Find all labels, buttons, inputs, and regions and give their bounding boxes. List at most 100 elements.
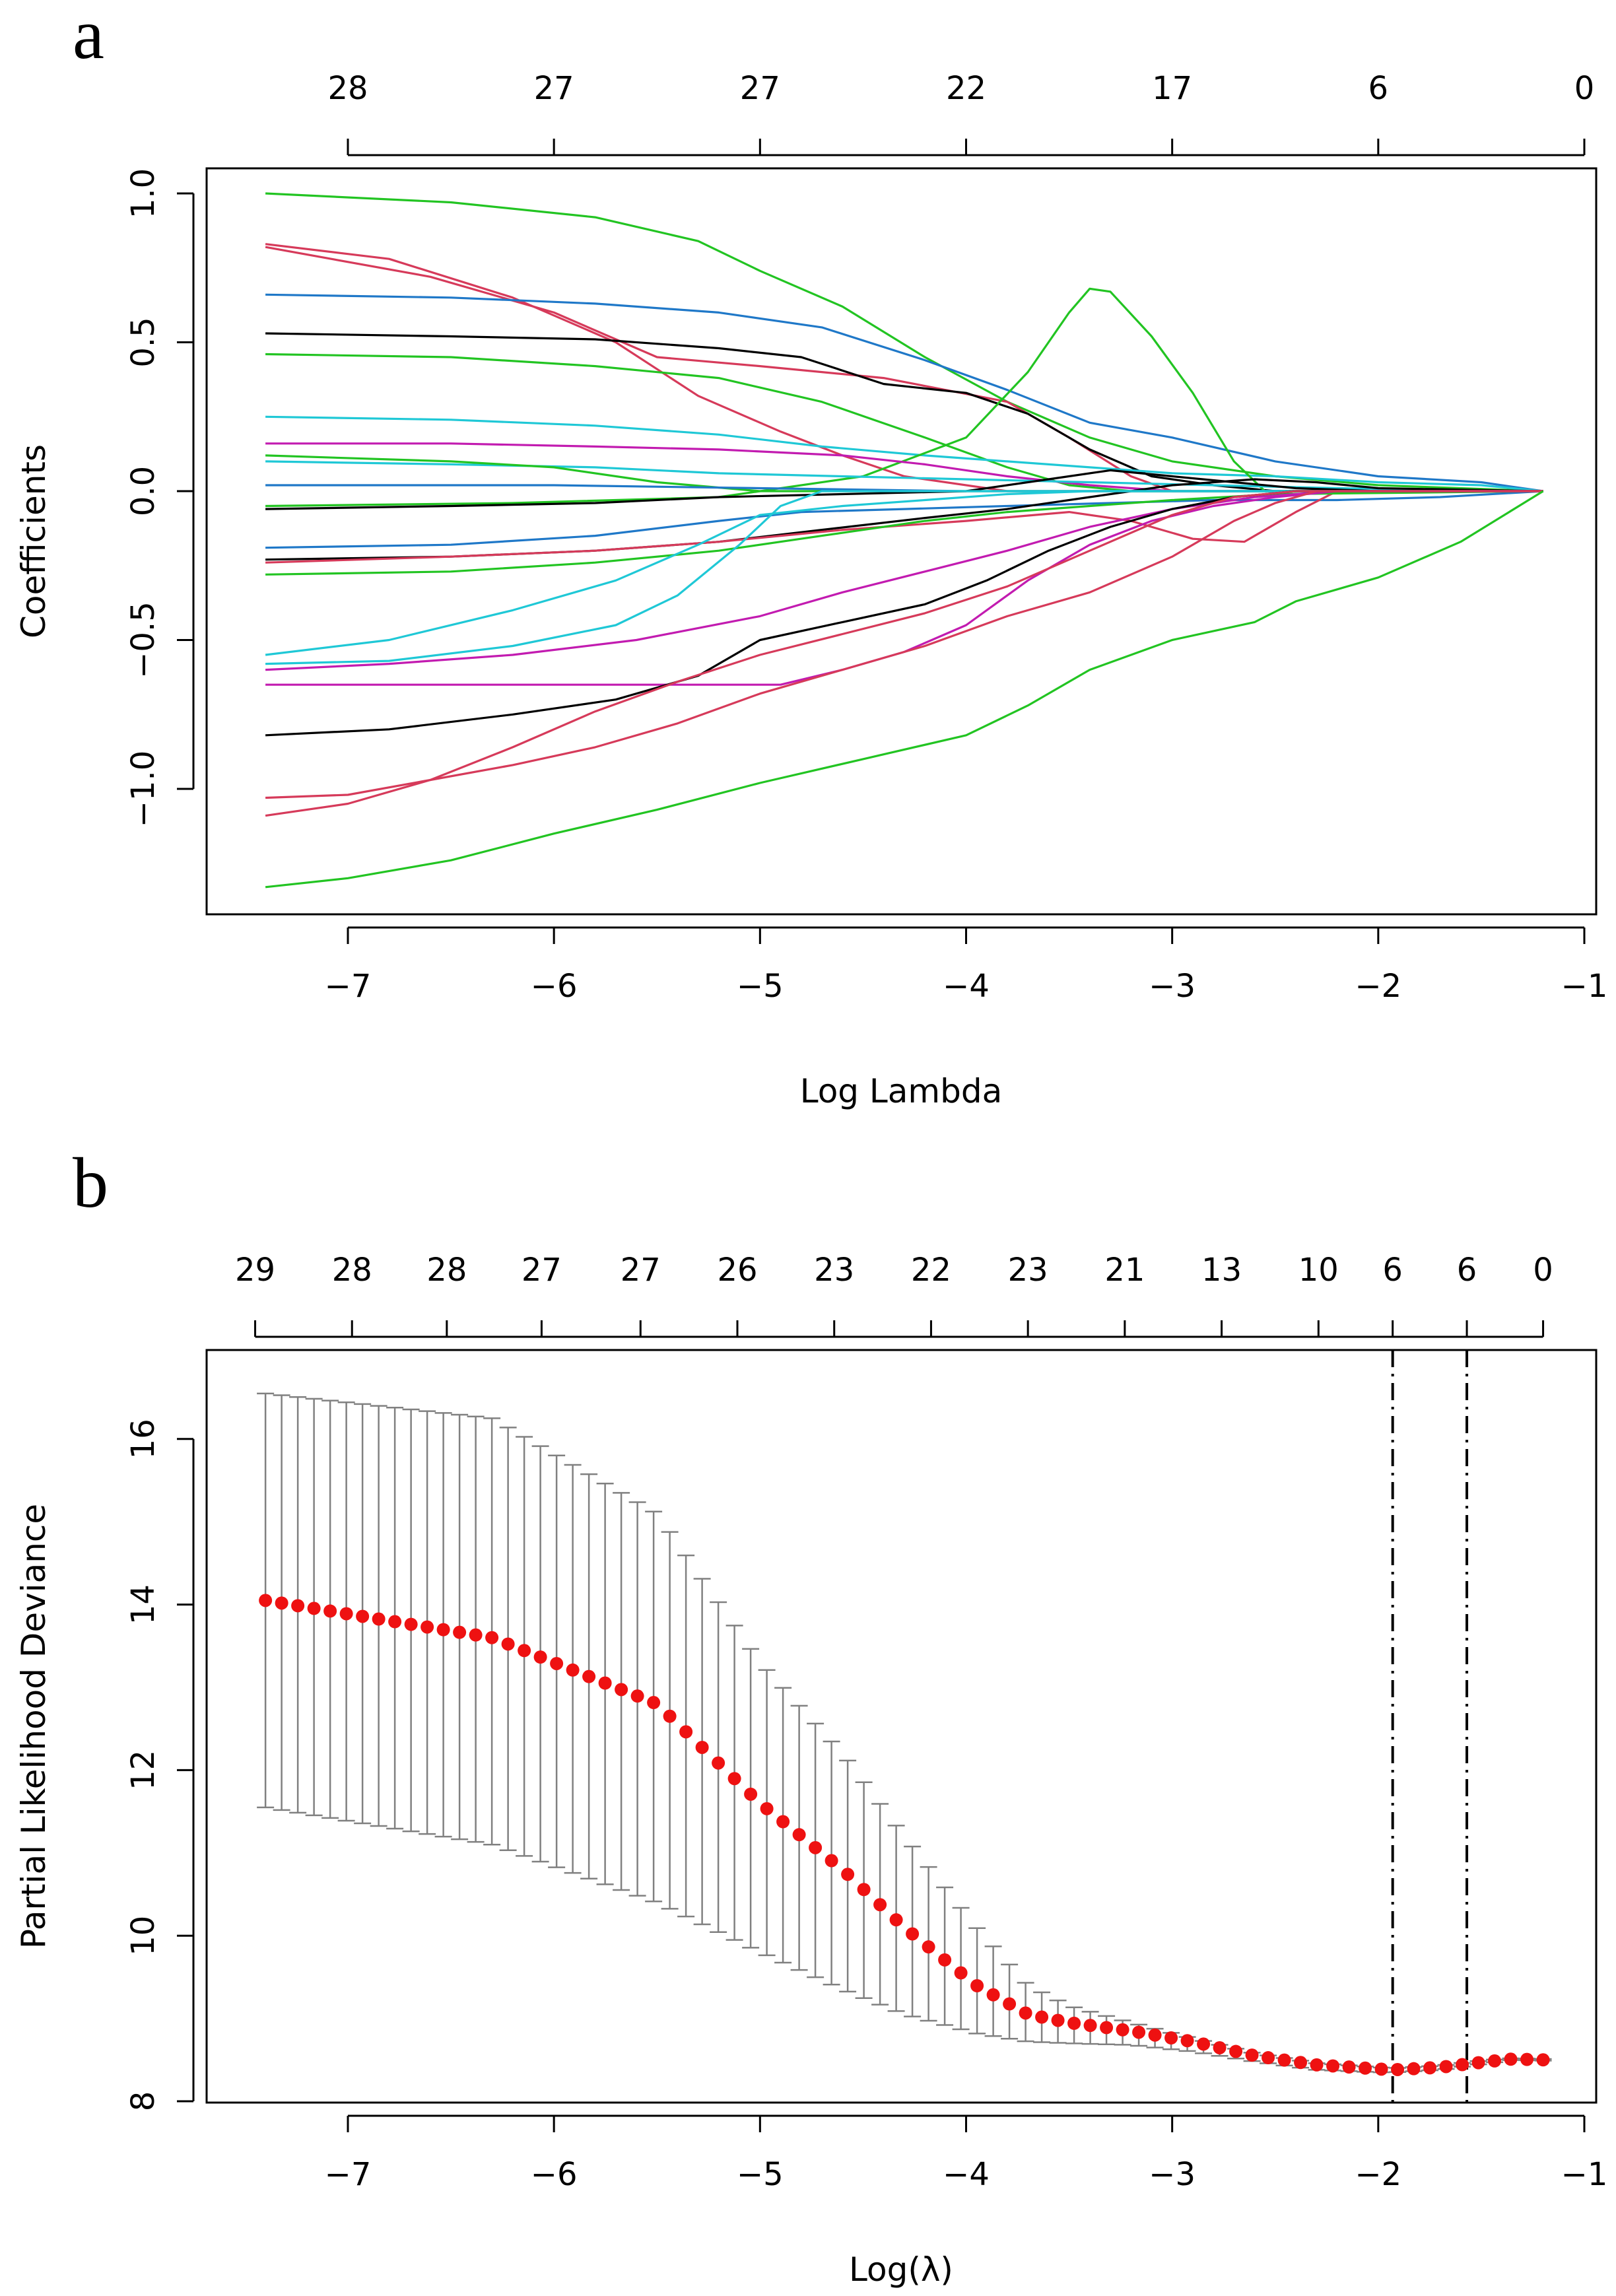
cv-point	[582, 1670, 596, 1683]
panel-a-x-tick-label: −2	[1355, 968, 1401, 1005]
panel-b-x-tick-label: −6	[531, 2156, 578, 2193]
cv-point	[436, 1623, 450, 1637]
cv-point	[1213, 2041, 1227, 2054]
panel-b-top-tick-label: 28	[332, 1252, 372, 1289]
panel-b-top-tick-label: 6	[1457, 1252, 1477, 1289]
cv-point	[760, 1802, 774, 1815]
cv-point	[404, 1617, 418, 1631]
coefficient-path-k4	[265, 490, 1543, 737]
cv-point	[954, 1966, 968, 1980]
panel-a-x-tick-label: −3	[1149, 968, 1195, 1005]
panel-b-top-tick-label: 28	[426, 1252, 467, 1289]
cv-point	[1116, 2023, 1129, 2037]
cv-point	[356, 1609, 370, 1623]
cv-point	[938, 1953, 952, 1967]
cv-point	[986, 1988, 1000, 2002]
coefficient-path-b1	[265, 293, 1543, 492]
cv-point	[1051, 2013, 1065, 2027]
cv-point	[533, 1650, 547, 1664]
cv-point	[275, 1596, 288, 1610]
panel-a: a −7 −6 −5 −4 −3 −2 −1 −1.0−0.50.00.51.0 28 27 2…	[15, 0, 1607, 1110]
panel-a-top-tick-label: 22	[946, 70, 986, 107]
coefficient-path-r4	[265, 490, 1543, 799]
cv-point	[1019, 2006, 1032, 2020]
cv-point	[1456, 2058, 1469, 2072]
panel-b-y-axis: 8 10 12 14 16	[125, 1419, 195, 2111]
cv-point	[1391, 2062, 1405, 2076]
panel-b-y-label: Partial Likelihood Deviance	[15, 1504, 53, 1949]
cv-point	[307, 1602, 321, 1615]
cv-point	[906, 1927, 920, 1941]
panel-a-x-tick-label: −5	[737, 968, 784, 1005]
cv-point	[1197, 2037, 1211, 2051]
cv-point	[518, 1644, 531, 1658]
panel-b-lambda-lines	[1391, 1350, 1469, 2103]
panel-a-y-tick-label: 1.0	[125, 168, 162, 219]
panel-b-top-tick-label: 23	[1008, 1252, 1048, 1289]
cv-point	[566, 1663, 580, 1677]
panel-b-x-label: Log(λ)	[849, 2250, 953, 2289]
panel-a-top-tick-label: 17	[1152, 70, 1192, 107]
cv-point	[421, 1620, 434, 1634]
panel-a-plot-box	[205, 167, 1598, 916]
cv-point	[598, 1676, 612, 1690]
panel-a-top-tick-label: 27	[534, 70, 574, 107]
panel-b-top-tick-label: 13	[1201, 1252, 1242, 1289]
cv-point	[372, 1612, 386, 1626]
panel-b-x-tick-label: −4	[943, 2156, 990, 2193]
panel-a-label: a	[73, 0, 104, 74]
panel-b-top-tick-label: 29	[235, 1252, 275, 1289]
panel-a-x-tick-label: −4	[943, 968, 990, 1005]
cv-point	[630, 1689, 644, 1703]
panel-a-y-label: Coefficients	[15, 444, 53, 638]
coefficient-path-r3	[265, 490, 1543, 564]
panel-b-top-axis: 29 28 28 27 27 26 23 22 23 21 13 10 6 6 0	[235, 1252, 1553, 1338]
cv-point	[615, 1683, 628, 1697]
cv-point	[1423, 2061, 1437, 2075]
panel-a-x-tick-label: −7	[325, 968, 372, 1005]
cv-point	[1374, 2062, 1388, 2076]
coefficient-path-g2	[265, 353, 1543, 492]
panel-b-top-tick-label: 23	[814, 1252, 854, 1289]
panel-b-top-tick-label: 6	[1382, 1252, 1403, 1289]
panel-b-top-tick-label: 21	[1104, 1252, 1145, 1289]
coefficient-path-m3	[265, 490, 1543, 686]
coefficient-path-b3	[265, 490, 1543, 549]
coefficient-path-m1	[265, 442, 1543, 492]
cv-point	[1148, 2028, 1162, 2042]
cv-point	[1277, 2053, 1291, 2067]
cv-point	[1359, 2061, 1372, 2075]
panel-b-error-bars	[257, 1392, 1552, 2074]
panel-a-y-tick-label: −1.0	[125, 751, 162, 828]
panel-a-y-axis: −1.0 −0.5 0.0 0.5 1.0	[125, 168, 195, 828]
cv-point	[1229, 2044, 1243, 2058]
panel-b-x-tick-label: −5	[737, 2156, 784, 2193]
panel-b-y-tick-label: 14	[125, 1584, 162, 1625]
cv-point	[663, 1709, 677, 1723]
cv-point	[1100, 2021, 1114, 2035]
coefficient-path-g1	[265, 192, 1543, 492]
panel-a-y-tick-label: −0.5	[125, 601, 162, 679]
cv-point	[1342, 2060, 1356, 2074]
cv-point	[1471, 2056, 1485, 2070]
panel-a-top-tick-label: 6	[1368, 70, 1389, 107]
panel-b-x-tick-label: −3	[1149, 2156, 1195, 2193]
cv-point	[1488, 2054, 1502, 2068]
panel-a-coefficient-paths	[265, 192, 1544, 889]
panel-b-x-axis: −7 −6 −5 −4 −3 −2 −1	[325, 2114, 1607, 2193]
panel-b-top-tick-label: 27	[522, 1252, 562, 1289]
panel-b-y-tick-label: 12	[125, 1750, 162, 1790]
cv-point	[809, 1840, 823, 1854]
cv-point	[825, 1854, 838, 1868]
cv-point	[339, 1607, 353, 1621]
cv-point	[873, 1898, 887, 1912]
panel-b-x-tick-label: −2	[1355, 2156, 1401, 2193]
cv-point	[1067, 2016, 1081, 2030]
panel-b-top-tick-label: 27	[621, 1252, 661, 1289]
panel-a-x-tick-label: −1	[1561, 968, 1608, 1005]
cv-point	[1035, 2010, 1049, 2024]
panel-b-plot-box	[205, 1349, 1598, 2104]
cv-point	[922, 1940, 935, 1954]
